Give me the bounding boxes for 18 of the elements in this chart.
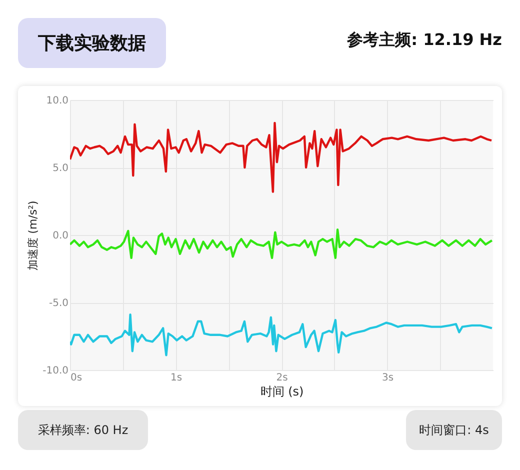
text: 采样频率: 60 Hz	[18, 410, 148, 450]
y-tick-label: 0.0	[52, 230, 68, 242]
line-series	[70, 228, 493, 260]
x-tick-label: 3s	[382, 372, 394, 384]
y-axis-title: 加速度 (m/s²)	[26, 200, 40, 270]
text: 时间窗口: 4s	[406, 410, 502, 450]
y-tick-label: -10.0	[42, 366, 68, 376]
line-series	[70, 122, 493, 193]
line-series	[70, 314, 493, 356]
x-axis-title: 时间 (s)	[260, 384, 304, 398]
x-tick-label: 1s	[170, 372, 182, 384]
y-tick-label: 5.0	[52, 163, 68, 174]
y-tick-label: 10.0	[46, 96, 68, 106]
y-tick-label: -5.0	[48, 298, 68, 309]
text: 参考主频: 12.19 Hz	[347, 30, 502, 51]
x-tick-label: 0s	[70, 372, 82, 384]
text: 下载实验数据	[18, 18, 166, 68]
x-tick-label: 2s	[276, 372, 288, 384]
